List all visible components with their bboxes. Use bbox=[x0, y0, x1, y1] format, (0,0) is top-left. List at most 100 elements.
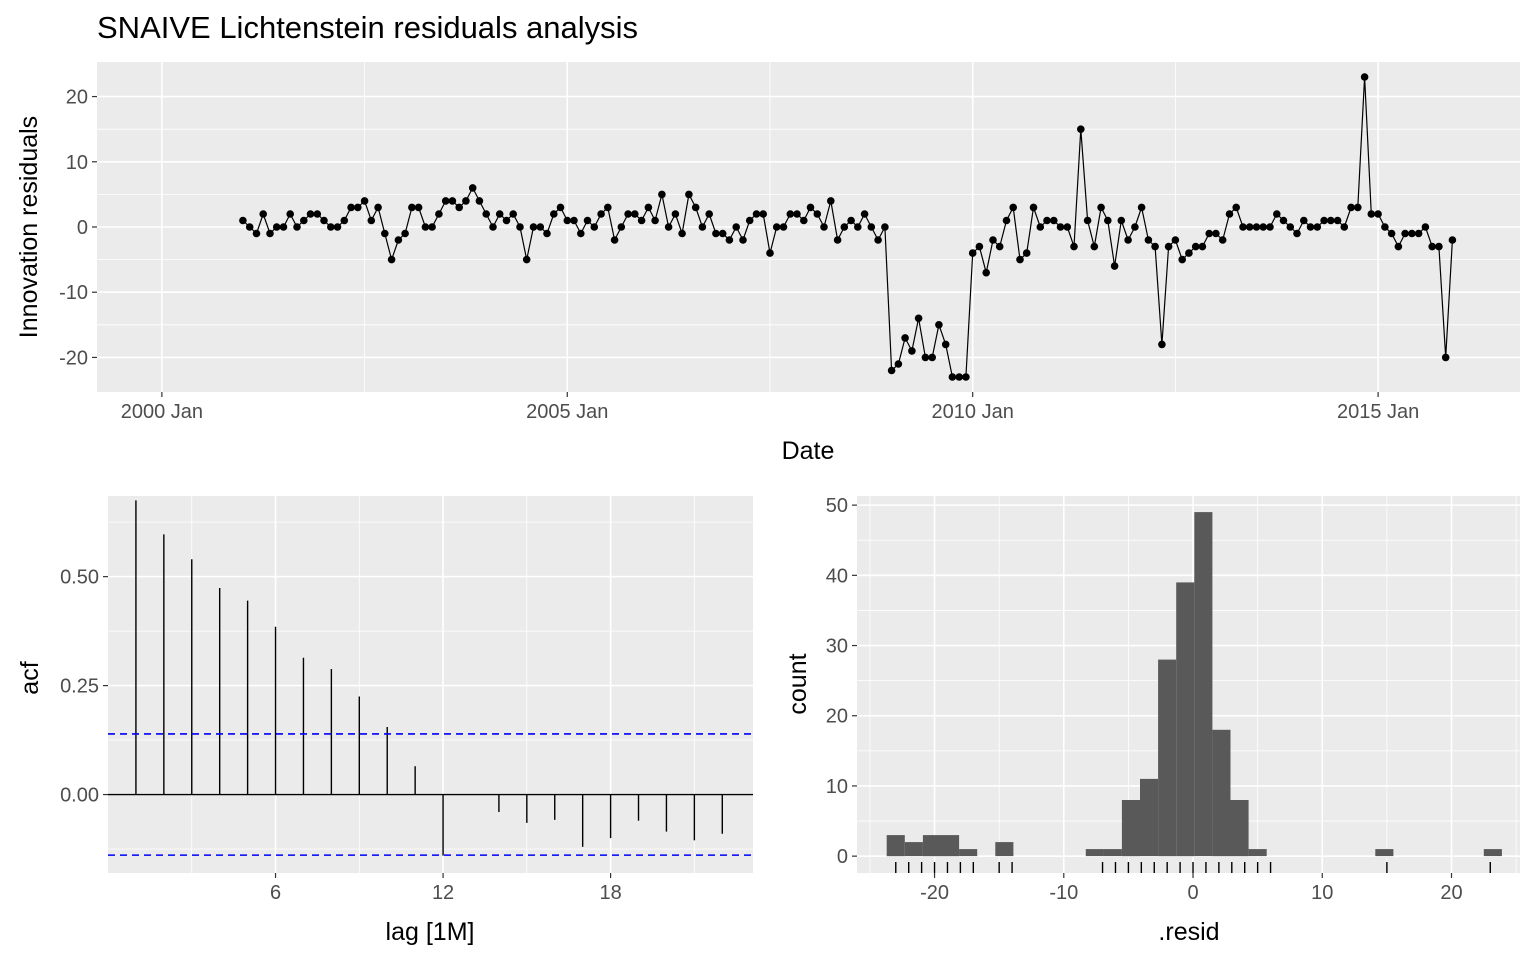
y-tick-label: -20 bbox=[59, 347, 88, 369]
residual-point bbox=[1083, 216, 1092, 225]
residual-point bbox=[678, 229, 686, 238]
residual-point bbox=[563, 216, 572, 225]
residual-point bbox=[820, 223, 828, 231]
residual-point bbox=[1124, 236, 1132, 244]
residual-point bbox=[313, 210, 322, 218]
residual-point bbox=[1110, 262, 1119, 270]
residual-point bbox=[333, 223, 342, 231]
residual-point bbox=[1063, 223, 1072, 231]
histogram-bar bbox=[941, 835, 960, 857]
histogram-bar bbox=[1103, 849, 1122, 857]
residual-point bbox=[1104, 216, 1112, 225]
residual-point bbox=[1029, 203, 1038, 212]
residual-point bbox=[1218, 236, 1227, 244]
residual-point bbox=[570, 216, 578, 225]
histogram-bar bbox=[904, 842, 923, 857]
residual-point bbox=[441, 197, 450, 205]
residual-point bbox=[914, 314, 923, 323]
residual-point bbox=[266, 229, 274, 238]
residuals-panel: 2000 Jan 2005 Jan 2010 Jan 2015 Jan -20 -10 0 1… bbox=[15, 62, 1520, 465]
residual-point bbox=[685, 190, 693, 199]
residual-point bbox=[908, 347, 916, 355]
residual-point bbox=[664, 223, 673, 231]
residual-point bbox=[840, 223, 849, 231]
residual-point bbox=[1198, 242, 1207, 251]
y-tick-label: 30 bbox=[826, 636, 848, 658]
residual-point bbox=[705, 210, 713, 218]
residual-point bbox=[286, 210, 295, 218]
residual-point bbox=[1144, 236, 1153, 244]
residual-point bbox=[1002, 216, 1011, 225]
residual-point bbox=[1158, 340, 1166, 349]
histogram-bar bbox=[1375, 849, 1394, 857]
residual-point bbox=[1421, 223, 1430, 231]
residual-point bbox=[327, 223, 335, 231]
y-tick-label: 0 bbox=[837, 846, 848, 868]
residual-point bbox=[658, 190, 666, 199]
residual-point bbox=[745, 216, 754, 225]
residual-point bbox=[259, 210, 268, 218]
residual-point bbox=[644, 203, 653, 212]
y-tick-label: 10 bbox=[66, 152, 88, 174]
residual-point bbox=[752, 210, 761, 218]
residual-point bbox=[509, 210, 517, 218]
residual-point bbox=[448, 197, 457, 205]
residual-point bbox=[901, 334, 909, 342]
x-axis-title: .resid bbox=[1158, 918, 1219, 946]
residual-point bbox=[833, 236, 842, 244]
y-axis-title: Innovation residuals bbox=[15, 116, 43, 338]
residual-point bbox=[874, 236, 882, 244]
histogram-bar bbox=[995, 842, 1014, 857]
residual-point bbox=[1306, 223, 1315, 231]
histogram-bar bbox=[1085, 849, 1104, 857]
residual-point bbox=[867, 223, 876, 231]
x-tick-label: 6 bbox=[270, 882, 281, 904]
residual-point bbox=[1435, 242, 1443, 251]
y-tick-label: 10 bbox=[826, 776, 848, 798]
residual-point bbox=[1225, 210, 1234, 218]
residual-point bbox=[279, 223, 288, 231]
residual-point bbox=[367, 216, 376, 225]
residual-point bbox=[1333, 216, 1342, 225]
residual-point bbox=[1239, 223, 1247, 231]
residual-point bbox=[550, 210, 558, 218]
residual-point bbox=[827, 197, 835, 205]
y-tick-label: 50 bbox=[826, 495, 848, 517]
residual-point bbox=[793, 210, 801, 218]
y-tick-label: 0.00 bbox=[60, 785, 99, 807]
residual-point bbox=[1137, 203, 1146, 212]
x-tick-label: 12 bbox=[432, 882, 454, 904]
residual-point bbox=[1279, 216, 1288, 225]
residual-point bbox=[631, 210, 639, 218]
y-tick-label: 0.25 bbox=[60, 676, 99, 698]
residual-point bbox=[671, 210, 680, 218]
residual-point bbox=[1367, 210, 1376, 218]
residual-point bbox=[300, 216, 308, 225]
residual-point bbox=[536, 223, 545, 231]
histogram-bar bbox=[1121, 800, 1140, 857]
residual-point bbox=[887, 366, 896, 375]
residual-point bbox=[1205, 229, 1213, 238]
residual-point bbox=[239, 216, 247, 225]
residual-point bbox=[272, 223, 281, 231]
residual-point bbox=[860, 210, 869, 218]
residual-point bbox=[1354, 203, 1362, 212]
residual-point bbox=[1117, 216, 1126, 225]
histogram-bar bbox=[922, 835, 941, 857]
residual-point bbox=[408, 203, 416, 212]
residual-point bbox=[941, 340, 950, 349]
residual-point bbox=[1374, 210, 1382, 218]
residual-point bbox=[529, 223, 538, 231]
residual-point bbox=[1043, 216, 1051, 225]
histogram-bar bbox=[886, 835, 905, 857]
x-axis-title: lag [1M] bbox=[386, 918, 475, 946]
histogram-bar bbox=[1483, 849, 1502, 857]
y-axis-title: acf bbox=[16, 661, 44, 694]
residual-point bbox=[894, 360, 903, 368]
residual-point bbox=[556, 203, 565, 212]
residual-point bbox=[718, 229, 727, 238]
residual-point bbox=[975, 242, 984, 251]
residual-point bbox=[1151, 242, 1159, 251]
residual-point bbox=[881, 223, 889, 231]
x-tick-label: 0 bbox=[1187, 882, 1198, 904]
